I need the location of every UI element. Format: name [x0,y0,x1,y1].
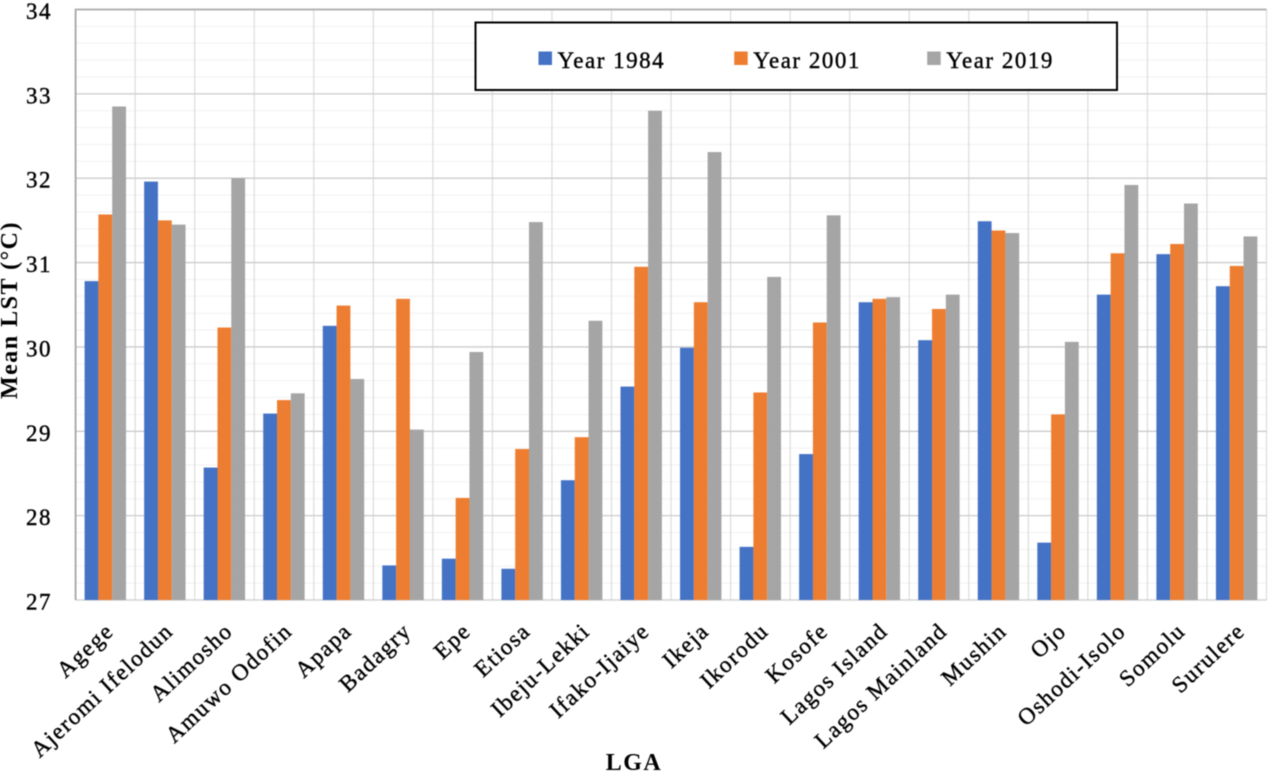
svg-text:Year 2019: Year 2019 [946,48,1054,73]
svg-text:34: 34 [26,0,52,24]
svg-text:33: 33 [26,83,52,108]
svg-text:31: 31 [26,252,52,277]
svg-text:LGA: LGA [606,750,663,771]
svg-text:32: 32 [26,168,52,193]
svg-text:Year 2001: Year 2001 [753,48,861,73]
svg-text:Year 1984: Year 1984 [558,48,666,73]
svg-text:30: 30 [26,336,52,361]
svg-text:29: 29 [26,421,52,446]
svg-text:27: 27 [26,590,52,615]
svg-text:28: 28 [26,505,52,530]
svg-text:Mean LST (°C): Mean LST (°C) [0,221,23,399]
